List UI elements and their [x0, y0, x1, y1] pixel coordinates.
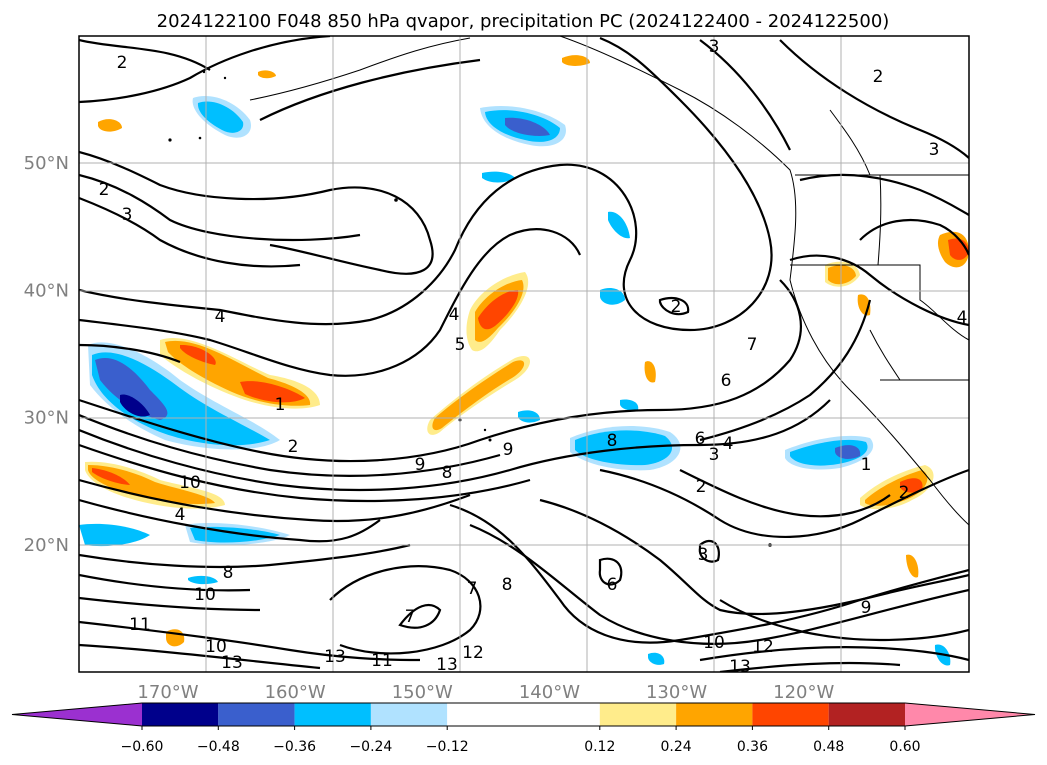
colorbar-swatch: [370, 703, 448, 726]
colorbar-swatch: [828, 703, 905, 726]
latitude-tick-label: 50°N: [24, 153, 69, 174]
contour-label: 5: [455, 335, 466, 355]
map-panel: 1 1 2 2 2 2 2 2 2 3 3 3 3 3 4 4 4 4 4 5: [78, 35, 970, 677]
contour-label: 3: [929, 140, 940, 160]
contour-label: 10: [194, 585, 216, 605]
colorbar-swatch: [752, 703, 829, 726]
contour-label: 2: [117, 53, 128, 73]
contour-label: 12: [752, 637, 774, 657]
contour-label: 2: [99, 180, 110, 200]
contour-label: 2: [696, 477, 707, 497]
contour-label: 12: [462, 643, 484, 663]
gridlines: [79, 36, 969, 672]
contour-label: 3: [709, 37, 720, 57]
contour-label: 8: [442, 463, 453, 483]
contour-label: 4: [175, 505, 186, 525]
longitude-tick-label: 150°W: [392, 682, 453, 703]
colorbar-tick-label: 0.12: [584, 739, 615, 755]
longitude-tick-label: 140°W: [519, 682, 580, 703]
contour-label: 7: [747, 335, 758, 355]
contour-label: 7: [405, 607, 416, 627]
colorbar-tick-label: −0.12: [426, 739, 469, 755]
contour-label: 11: [371, 651, 393, 671]
colorbar-tick-label: −0.60: [121, 739, 164, 755]
longitude-tick-label: 120°W: [773, 682, 834, 703]
colorbar-tick-label: −0.24: [349, 739, 392, 755]
contour-label: 4: [723, 434, 734, 454]
contour-label: 7: [467, 579, 478, 599]
colorbar-swatch: [676, 703, 753, 726]
colorbar-tick-label: 0.60: [889, 739, 920, 755]
contour-label: 13: [324, 647, 346, 667]
contour-label: 13: [221, 653, 243, 673]
colorbar-tick-label: 0.24: [661, 739, 692, 755]
contour-label: 8: [502, 575, 513, 595]
contour-label: 3: [698, 545, 709, 565]
coastlines: [249, 36, 969, 526]
colorbar-tick-label: −0.36: [273, 739, 316, 755]
contour-label: 4: [957, 308, 968, 328]
colorbar-tick-label: 0.36: [737, 739, 768, 755]
contour-label: 10: [205, 637, 227, 657]
longitude-tick-label: 160°W: [265, 682, 326, 703]
contour-label: 9: [503, 440, 514, 460]
contour-label: 8: [223, 563, 234, 583]
contour-label: 8: [607, 431, 618, 451]
colorbar-tick-label: 0.48: [813, 739, 844, 755]
latitude-tick-label: 40°N: [24, 280, 69, 301]
contour-label: 13: [436, 655, 458, 675]
contour-label: 10: [179, 473, 201, 493]
colorbar-tick-label: −0.48: [197, 739, 240, 755]
map-frame: [78, 35, 970, 673]
contour-label: 1: [861, 455, 872, 475]
contour-label: 10: [703, 633, 725, 653]
longitude-tick-label: 130°W: [646, 682, 707, 703]
contour-label: 9: [415, 455, 426, 475]
longitude-labels: 170°W 160°W 150°W 140°W 130°W 120°W: [137, 682, 834, 703]
contour-label: 3: [122, 205, 133, 225]
contour-label: 3: [709, 445, 720, 465]
colorbar-extend-high: [905, 703, 1035, 726]
contour-labels: 1 1 2 2 2 2 2 2 2 3 3 3 3 3 4 4 4 4 4 5: [99, 37, 968, 677]
chart-title: 2024122100 F048 850 hPa qvapor, precipit…: [157, 11, 890, 32]
contour-label: 13: [729, 657, 751, 677]
contour-label: 1: [275, 395, 286, 415]
contour-label: 4: [449, 305, 460, 325]
contour-label: 2: [671, 297, 682, 317]
contour-label: 6: [607, 575, 618, 595]
longitude-tick-label: 170°W: [137, 682, 198, 703]
colorbar-swatch: [142, 703, 219, 726]
latitude-tick-label: 20°N: [24, 535, 69, 556]
contour-label: 2: [873, 67, 884, 87]
precipitation-shading: [79, 55, 969, 666]
colorbar-swatch: [218, 703, 295, 726]
latitude-labels: 20°N 30°N 40°N 50°N: [24, 153, 69, 556]
colorbar-swatch: [294, 703, 371, 726]
contour-label: 6: [721, 371, 732, 391]
colorbar-swatch: [447, 703, 600, 726]
contour-label: 11: [129, 615, 151, 635]
moisture-contours: [79, 36, 969, 672]
colorbar-swatch: [599, 703, 677, 726]
colorbar: −0.60 −0.48 −0.36 −0.24 −0.12 0.12 0.24 0.36 0.4…: [11, 702, 1036, 755]
colorbar-extend-low: [12, 703, 142, 726]
contour-label: 4: [215, 307, 226, 327]
contour-label: 6: [695, 429, 706, 449]
contour-label: 9: [861, 598, 872, 618]
contour-label: 2: [288, 437, 299, 457]
latitude-tick-label: 30°N: [24, 408, 69, 429]
contour-label: 2: [899, 483, 910, 503]
